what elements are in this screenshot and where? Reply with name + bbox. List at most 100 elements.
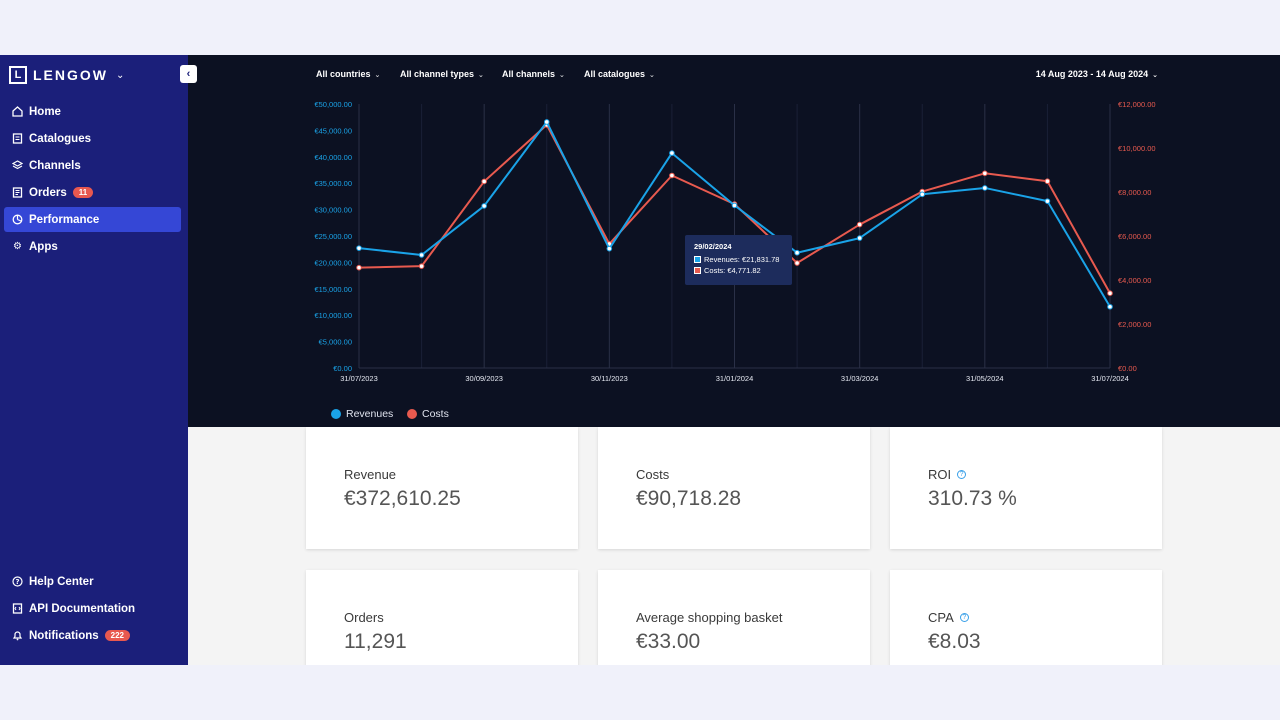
revenues-legend-dot [331, 409, 341, 419]
sidebar-item-performance[interactable]: Performance [4, 207, 181, 232]
chevron-down-icon: ⌄ [1152, 72, 1158, 79]
kpi-card-cpa: CPA ? €8.03 [890, 570, 1162, 665]
sidebar-item-home[interactable]: Home [4, 99, 181, 124]
catalogue-icon [12, 133, 23, 144]
x-tick-label: 30/11/2023 [591, 374, 628, 383]
sidebar-item-help-center[interactable]: ? Help Center [4, 569, 181, 594]
performance-page: All countries ⌄ All channel types ⌄ All ch… [188, 55, 1280, 665]
y-left-tick-label: €45,000.00 [314, 126, 352, 135]
y-left-tick-label: €20,000.00 [314, 258, 352, 267]
y-right-tick-label: €12,000.00 [1118, 100, 1156, 109]
costs-swatch [694, 267, 701, 274]
info-icon[interactable]: ? [959, 613, 969, 622]
data-point-revenues [356, 245, 362, 251]
app-window: L LENGOW ⌄ ‹ Home Catalogues [0, 55, 1280, 665]
sidebar-item-label: Orders [29, 186, 67, 199]
tooltip-costs-row: Costs: €4,771.82 [694, 266, 783, 275]
data-point-costs [481, 178, 487, 185]
y-left-tick-label: €5,000.00 [319, 338, 352, 347]
y-left-tick-label: €15,000.00 [314, 285, 352, 294]
kpi-label: Revenue [344, 467, 397, 482]
revenues-swatch [694, 256, 701, 263]
channels-filter-label: All channels [502, 69, 556, 79]
sidebar-item-label: API Documentation [29, 602, 136, 615]
info-icon[interactable]: ? [957, 470, 967, 479]
y-right-tick-label: €2,000.00 [1118, 320, 1151, 329]
sidebar-item-label: Apps [29, 240, 58, 253]
main-nav: Home Catalogues Channels Orders 11 [4, 99, 181, 261]
kpi-label: ROI [928, 467, 952, 482]
y-left-tick-label: €30,000.00 [314, 206, 352, 215]
orders-count-badge: 11 [72, 187, 94, 198]
sidebar-item-catalogues[interactable]: Catalogues [4, 126, 181, 151]
sidebar-item-label: Catalogues [29, 132, 91, 145]
data-point-revenues [919, 191, 926, 198]
data-point-costs [669, 172, 675, 179]
data-point-costs [356, 264, 362, 271]
date-range-picker[interactable]: 14 Aug 2023 - 14 Aug 2024 ⌄ [1036, 69, 1158, 79]
catalogues-filter[interactable]: All catalogues ⌄ [584, 69, 655, 79]
data-point-revenues [856, 235, 863, 241]
sidebar-item-label: Notifications [29, 629, 99, 642]
help-icon: ? [12, 576, 23, 587]
performance-icon [12, 214, 23, 225]
sidebar-item-channels[interactable]: Channels [4, 153, 181, 178]
brand-menu[interactable]: L LENGOW ⌄ [9, 66, 124, 84]
data-point-revenues [1107, 303, 1113, 310]
catalogues-filter-label: All catalogues [584, 69, 646, 79]
collapse-sidebar-button[interactable]: ‹ [180, 65, 197, 83]
bottom-nav: ? Help Center API Documentation Notifica… [4, 569, 181, 650]
brand-name: LENGOW [33, 67, 108, 83]
data-point-costs [794, 260, 800, 266]
y-right-tick-label: €10,000.00 [1118, 144, 1156, 153]
sidebar-item-label: Channels [29, 159, 81, 172]
legend-label: Revenues [346, 408, 394, 420]
data-point-revenues [606, 245, 613, 252]
kpi-label: Costs [636, 467, 670, 482]
sidebar-item-orders[interactable]: Orders 11 [4, 180, 181, 205]
layers-icon [12, 160, 23, 171]
kpi-value: €33.00 [636, 630, 701, 653]
performance-chart-panel: All countries ⌄ All channel types ⌄ All ch… [188, 55, 1280, 427]
sidebar: L LENGOW ⌄ ‹ Home Catalogues [0, 55, 197, 665]
sidebar-item-label: Performance [29, 213, 100, 226]
x-tick-label: 31/05/2024 [966, 374, 1004, 383]
tooltip-date: 29/02/2024 [694, 242, 732, 251]
y-right-tick-label: €6,000.00 [1118, 232, 1151, 241]
sidebar-item-api-documentation[interactable]: API Documentation [4, 596, 181, 621]
sidebar-item-apps[interactable]: ⚙ Apps [4, 234, 181, 259]
data-point-costs [856, 221, 863, 228]
sidebar-item-notifications[interactable]: Notifications 222 [4, 623, 181, 648]
countries-filter[interactable]: All countries ⌄ [316, 69, 380, 79]
chevron-down-icon: ⌄ [649, 72, 655, 79]
lengow-logo: L [9, 66, 27, 84]
data-point-costs [1107, 290, 1113, 296]
kpi-value: €372,610.25 [344, 487, 461, 510]
kpi-value: 310.73 % [928, 487, 1017, 510]
channel-types-filter[interactable]: All channel types ⌄ [400, 69, 484, 79]
kpi-value: 11,291 [344, 630, 407, 653]
x-tick-label: 31/07/2023 [340, 374, 378, 383]
channel-types-filter-label: All channel types [400, 69, 475, 79]
channels-filter[interactable]: All channels ⌄ [502, 69, 565, 79]
data-point-revenues [731, 202, 738, 209]
chevron-down-icon: ⌄ [478, 72, 484, 79]
y-right-tick-label: €0.00 [1118, 364, 1137, 373]
x-tick-label: 31/07/2024 [1091, 374, 1129, 383]
sidebar-item-label: Home [29, 105, 61, 118]
sidebar-item-label: Help Center [29, 575, 94, 588]
data-point-revenues [418, 252, 425, 258]
revenue-costs-line-chart[interactable]: €0.00 €5,000.00 €10,000.00 €15,000.00 €20,00… [188, 55, 1280, 427]
y-left-tick-label: €10,000.00 [314, 311, 352, 320]
kpi-card-revenue: Revenue €372,610.25 [306, 427, 578, 549]
y-left-tick-label: €50,000.00 [314, 100, 352, 109]
x-tick-label: 31/03/2024 [841, 374, 879, 383]
api-doc-icon [12, 603, 23, 614]
legend-costs[interactable]: Costs [407, 408, 449, 420]
kpi-label: CPA [928, 610, 954, 625]
chevron-down-icon: ⌄ [116, 69, 125, 81]
chevron-down-icon: ⌄ [374, 72, 381, 79]
legend-revenues[interactable]: Revenues [331, 408, 393, 420]
kpi-label: Orders [344, 610, 384, 625]
countries-filter-label: All countries [316, 69, 371, 79]
